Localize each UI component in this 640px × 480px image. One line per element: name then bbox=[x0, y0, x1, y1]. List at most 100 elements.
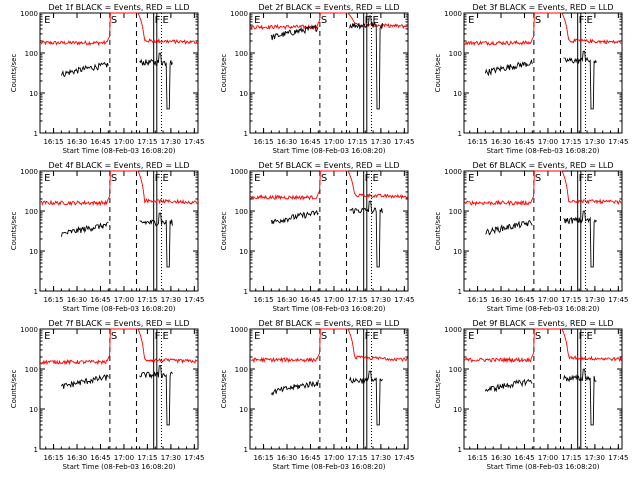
x-tick-label: 17:00 bbox=[324, 296, 344, 304]
x-tick-label: 16:30 bbox=[491, 454, 511, 462]
series-events bbox=[349, 15, 383, 110]
marker-label: E bbox=[586, 331, 592, 342]
panel-title: Det 2f BLACK = Events, RED = LLD bbox=[258, 3, 399, 12]
y-axis-label: Counts/sec bbox=[10, 54, 18, 93]
x-tick-label: 17:15 bbox=[137, 454, 157, 462]
x-axis-label: Start Time (08-Feb-03 16:08:20) bbox=[486, 147, 599, 155]
y-tick-label: 1000 bbox=[20, 326, 38, 334]
marker-label: E bbox=[254, 331, 260, 342]
series-events bbox=[349, 200, 383, 268]
series-lld bbox=[464, 170, 622, 207]
x-tick-label: 16:30 bbox=[277, 138, 297, 146]
x-tick-label: 16:45 bbox=[514, 296, 534, 304]
marker-label: F bbox=[365, 331, 371, 342]
plot-frame bbox=[39, 12, 199, 134]
y-tick-label: 10 bbox=[239, 90, 248, 98]
y-tick-label: 1 bbox=[34, 130, 38, 138]
x-tick-label: 17:30 bbox=[371, 454, 391, 462]
y-tick-label: 100 bbox=[449, 208, 462, 216]
x-tick-label: 16:45 bbox=[300, 454, 320, 462]
series-events bbox=[563, 50, 597, 110]
x-tick-label: 16:15 bbox=[467, 296, 487, 304]
marker-label: E bbox=[162, 15, 168, 26]
x-tick-label: 16:30 bbox=[491, 296, 511, 304]
y-axis-label: Counts/sec bbox=[434, 54, 442, 93]
x-tick-label: 17:45 bbox=[184, 138, 204, 146]
y-tick-label: 10 bbox=[29, 90, 38, 98]
marker-label: S bbox=[111, 173, 117, 184]
x-tick-label: 16:45 bbox=[90, 454, 110, 462]
y-tick-label: 1 bbox=[244, 446, 248, 454]
y-tick-label: 1000 bbox=[230, 168, 248, 176]
x-tick-label: 16:15 bbox=[253, 296, 273, 304]
marker-label: S bbox=[111, 15, 117, 26]
y-tick-label: 1000 bbox=[444, 168, 462, 176]
marker-label: E bbox=[162, 173, 168, 184]
plot-frame bbox=[463, 328, 623, 450]
panel-1: Det 1f BLACK = Events, RED = LLD 1 10 100 10… bbox=[10, 3, 204, 155]
series-events bbox=[270, 24, 319, 41]
y-tick-label: 100 bbox=[235, 208, 248, 216]
panel-5: Det 5f BLACK = Events, RED = LLD 1 10 100 10… bbox=[220, 161, 414, 313]
marker-label: S bbox=[111, 331, 117, 342]
x-tick-label: 16:30 bbox=[491, 138, 511, 146]
panel-8: Det 8f BLACK = Events, RED = LLD 1 10 100 10… bbox=[220, 319, 414, 471]
x-tick-label: 16:15 bbox=[43, 138, 63, 146]
y-tick-label: 100 bbox=[25, 366, 38, 374]
series-lld bbox=[464, 12, 622, 47]
y-tick-label: 1 bbox=[458, 130, 462, 138]
panel-3: Det 3f BLACK = Events, RED = LLD 1 10 100 10… bbox=[434, 3, 628, 155]
y-tick-label: 100 bbox=[25, 208, 38, 216]
y-tick-label: 10 bbox=[239, 248, 248, 256]
panel-title: Det 5f BLACK = Events, RED = LLD bbox=[258, 161, 399, 170]
x-tick-label: 17:30 bbox=[371, 138, 391, 146]
panel-4: Det 4f BLACK = Events, RED = LLD 1 10 100 10… bbox=[10, 161, 204, 313]
marker-label: F bbox=[155, 331, 161, 342]
y-tick-label: 1 bbox=[244, 288, 248, 296]
x-tick-label: 17:45 bbox=[184, 296, 204, 304]
y-tick-label: 1000 bbox=[20, 10, 38, 18]
x-tick-label: 17:30 bbox=[585, 454, 605, 462]
series-events bbox=[270, 209, 319, 225]
series-lld bbox=[250, 12, 408, 31]
x-tick-label: 16:15 bbox=[467, 454, 487, 462]
y-tick-label: 1000 bbox=[444, 10, 462, 18]
marker-label: F bbox=[155, 15, 161, 26]
x-tick-label: 16:30 bbox=[277, 296, 297, 304]
series-events bbox=[563, 210, 597, 268]
x-tick-label: 17:45 bbox=[394, 296, 414, 304]
x-axis-label: Start Time (08-Feb-03 16:08:20) bbox=[62, 147, 175, 155]
y-tick-label: 1000 bbox=[444, 326, 462, 334]
marker-label: F bbox=[365, 15, 371, 26]
x-tick-label: 16:45 bbox=[300, 138, 320, 146]
x-tick-label: 17:00 bbox=[114, 296, 134, 304]
series-events bbox=[484, 59, 533, 77]
marker-label: E bbox=[372, 331, 378, 342]
marker-label: S bbox=[535, 173, 541, 184]
series-events bbox=[139, 212, 173, 268]
marker-label: E bbox=[372, 173, 378, 184]
y-tick-label: 100 bbox=[449, 366, 462, 374]
series-events bbox=[61, 374, 109, 389]
panel-title: Det 9f BLACK = Events, RED = LLD bbox=[472, 319, 613, 328]
marker-label: S bbox=[321, 15, 327, 26]
x-tick-label: 17:45 bbox=[608, 138, 628, 146]
x-tick-label: 17:45 bbox=[394, 454, 414, 462]
x-tick-label: 16:15 bbox=[253, 138, 273, 146]
marker-label: S bbox=[535, 331, 541, 342]
marker-label: E bbox=[468, 331, 474, 342]
plot-frame bbox=[249, 12, 409, 134]
marker-label: E bbox=[586, 15, 592, 26]
x-axis-label: Start Time (08-Feb-03 16:08:20) bbox=[62, 463, 175, 471]
x-tick-label: 17:15 bbox=[137, 296, 157, 304]
panel-title: Det 3f BLACK = Events, RED = LLD bbox=[472, 3, 613, 12]
marker-label: F bbox=[155, 173, 161, 184]
series-events bbox=[484, 378, 533, 393]
x-axis-label: Start Time (08-Feb-03 16:08:20) bbox=[486, 305, 599, 313]
panel-title: Det 1f BLACK = Events, RED = LLD bbox=[48, 3, 189, 12]
x-tick-label: 17:15 bbox=[561, 138, 581, 146]
panel-9: Det 9f BLACK = Events, RED = LLD 1 10 100 10… bbox=[434, 319, 628, 471]
series-events bbox=[60, 221, 109, 237]
marker-label: E bbox=[254, 15, 260, 26]
